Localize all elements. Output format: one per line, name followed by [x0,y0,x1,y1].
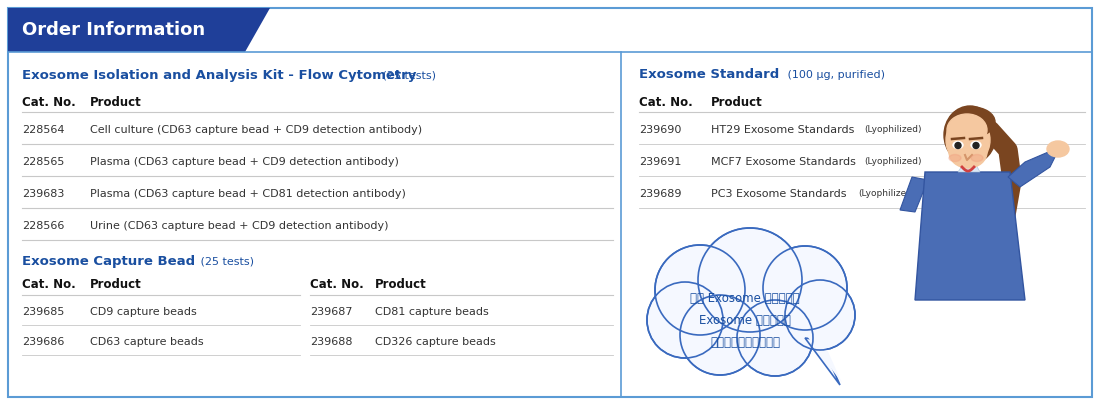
Polygon shape [915,172,1025,300]
Text: 228566: 228566 [22,221,65,231]
Text: 239687: 239687 [310,307,352,317]
Circle shape [785,280,855,350]
Text: 歡迎洽詢伯森業務專員: 歡迎洽詢伯森業務專員 [710,335,780,348]
Circle shape [737,300,813,376]
Circle shape [656,246,744,334]
Circle shape [974,143,979,149]
Text: Urine (CD63 capture bead + CD9 detection antibody): Urine (CD63 capture bead + CD9 detection… [90,221,388,231]
Ellipse shape [949,154,961,162]
Text: 239689: 239689 [639,189,682,199]
Circle shape [681,296,759,374]
Text: Cat. No.: Cat. No. [22,279,76,292]
Text: Product: Product [375,279,427,292]
Circle shape [698,229,801,331]
Text: Exosome Standard: Exosome Standard [639,68,779,81]
Text: CD81 capture beads: CD81 capture beads [375,307,488,317]
Circle shape [654,245,745,335]
Text: Exosome 標準品選擇: Exosome 標準品選擇 [700,313,791,326]
Text: Plasma (CD63 capture bead + CD81 detection antibody): Plasma (CD63 capture bead + CD81 detecti… [90,189,406,199]
Text: Cat. No.: Cat. No. [639,96,693,109]
Ellipse shape [953,141,962,149]
Circle shape [680,295,760,375]
Text: MCF7 Exosome Standards: MCF7 Exosome Standards [711,157,856,167]
Text: 239690: 239690 [639,125,681,135]
Text: Order Information: Order Information [22,21,205,39]
Text: PC3 Exosome Standards: PC3 Exosome Standards [711,189,847,199]
Text: Plasma (CD63 capture bead + CD9 detection antibody): Plasma (CD63 capture bead + CD9 detectio… [90,157,399,167]
Text: Product: Product [90,279,142,292]
Text: (Lyophilized): (Lyophilized) [865,126,922,134]
Polygon shape [805,338,840,385]
Polygon shape [807,336,842,383]
Text: 228565: 228565 [22,157,65,167]
Circle shape [695,255,805,365]
Circle shape [647,282,723,358]
Text: CD9 capture beads: CD9 capture beads [90,307,197,317]
Text: CD326 capture beads: CD326 capture beads [375,337,496,347]
Text: 更多 Exosome 分析產品與: 更多 Exosome 分析產品與 [690,292,800,305]
Text: 239683: 239683 [22,189,65,199]
Text: (Lyophilized): (Lyophilized) [858,190,915,198]
Ellipse shape [946,115,990,165]
Ellipse shape [971,154,983,162]
Text: Exosome Capture Bead: Exosome Capture Bead [22,256,195,269]
Ellipse shape [949,136,987,168]
Text: (100 μg, purified): (100 μg, purified) [784,70,886,80]
Text: 228564: 228564 [22,125,65,135]
Circle shape [786,281,854,349]
Text: 239685: 239685 [22,307,65,317]
Text: HT29 Exosome Standards: HT29 Exosome Standards [711,125,855,135]
Text: 239691: 239691 [639,157,681,167]
Circle shape [698,228,802,332]
Text: Cat. No.: Cat. No. [310,279,364,292]
Text: 239688: 239688 [310,337,352,347]
Circle shape [955,143,961,149]
Ellipse shape [944,106,996,164]
Polygon shape [958,154,980,172]
Text: Exosome Isolation and Analysis Kit - Flow Cytometry: Exosome Isolation and Analysis Kit - Flo… [22,68,417,81]
Text: Cat. No.: Cat. No. [22,96,76,109]
Text: 239686: 239686 [22,337,65,347]
Ellipse shape [947,114,987,146]
Text: Cell culture (CD63 capture bead + CD9 detection antibody): Cell culture (CD63 capture bead + CD9 de… [90,125,422,135]
Polygon shape [8,8,270,52]
FancyBboxPatch shape [8,8,1092,397]
Circle shape [648,283,722,357]
Text: Product: Product [711,96,762,109]
Circle shape [763,246,847,330]
Ellipse shape [971,141,981,149]
Ellipse shape [949,107,996,137]
Ellipse shape [670,273,830,347]
Polygon shape [1008,147,1060,187]
Circle shape [764,247,846,329]
Polygon shape [900,177,928,212]
Text: Product: Product [90,96,142,109]
Text: (25 tests): (25 tests) [197,257,254,267]
Text: (25 tests): (25 tests) [379,70,436,80]
Ellipse shape [1047,141,1069,157]
Text: CD63 capture beads: CD63 capture beads [90,337,204,347]
Circle shape [738,301,812,375]
Text: (Lyophilized): (Lyophilized) [865,158,922,166]
